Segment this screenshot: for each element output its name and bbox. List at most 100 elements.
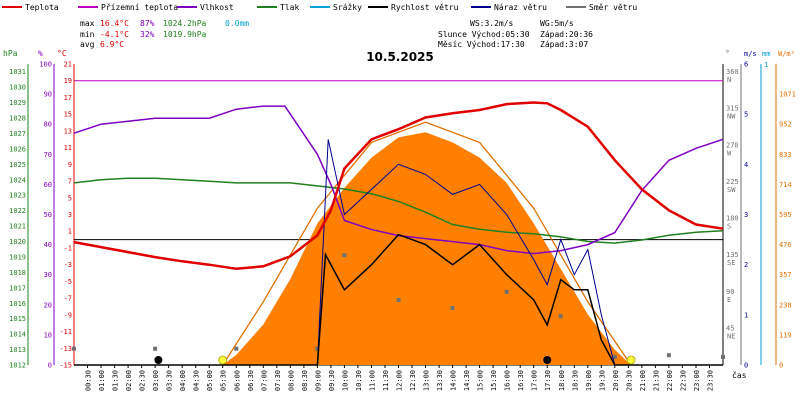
pressure-tick-label: 1012 [9, 362, 26, 370]
time-tick-label: 10:00 [341, 370, 349, 391]
time-tick-label: 14:00 [450, 370, 458, 391]
solar-tick-label: 952 [779, 121, 792, 129]
direction-tick-degrees: 135 [726, 251, 739, 259]
time-tick-label: 23:30 [707, 370, 715, 391]
humidity-line [73, 105, 724, 255]
humidity-tick-label: 20 [44, 301, 52, 309]
time-tick-label: 18:00 [558, 370, 566, 391]
temperature-tick-label: 5 [68, 194, 72, 202]
time-tick-label: 02:30 [139, 370, 147, 391]
direction-tick-degrees: 225 [726, 178, 739, 186]
time-tick-label: 15:00 [477, 370, 485, 391]
unit-ms: m/s [744, 50, 757, 58]
time-tick-label: 05:30 [220, 370, 228, 391]
info-wind-speed: WS:3.2m/s [470, 19, 514, 28]
legend-humidity: Vlhkost [200, 3, 234, 12]
legend-wind-speed: Rychlost větru [391, 3, 459, 12]
stats-min-label: min [80, 30, 95, 39]
wind-direction-point [153, 346, 158, 351]
humidity-tick-label: 40 [44, 241, 52, 249]
pressure-line [73, 177, 724, 244]
pressure-tick-label: 1023 [9, 192, 26, 200]
solar-tick-label: 357 [779, 271, 792, 279]
time-tick-label: 12:00 [396, 370, 404, 391]
time-tick-label: 22:00 [666, 370, 674, 391]
pressure-tick-label: 1021 [9, 223, 26, 231]
time-tick-label: 19:30 [598, 370, 606, 391]
solar-tick-label: 119 [779, 331, 792, 339]
unit-hpa: hPa [3, 49, 18, 58]
humidity-tick-label: 90 [44, 91, 52, 99]
time-tick-label: 04:30 [193, 370, 201, 391]
direction-tick-degrees: 315 [726, 105, 739, 113]
wind-speed-line [74, 233, 723, 366]
wind-speed-tick-label: 0 [744, 362, 748, 370]
sun-moon-markers [154, 355, 636, 365]
unit-degrees: ° [725, 49, 730, 58]
info-wind-gust: WG:5m/s [540, 19, 574, 28]
time-tick-label: 18:30 [571, 370, 579, 391]
time-tick-label: 03:30 [166, 370, 174, 391]
wind-direction-point [342, 253, 347, 258]
time-tick-label: 12:30 [409, 370, 417, 391]
solar-tick-label: 238 [779, 301, 792, 309]
wind-direction-point [396, 297, 401, 302]
humidity-tick-label: 30 [44, 271, 52, 279]
humidity-tick-label: 70 [44, 151, 52, 159]
pressure-tick-label: 1014 [9, 331, 26, 339]
time-tick-label: 22:30 [679, 370, 687, 391]
time-tick-label: 20:00 [612, 370, 620, 391]
info-sun-set: Západ:20:36 [540, 30, 593, 39]
solar-tick-label: 1071 [779, 91, 796, 99]
stats-max-temp: 16.4°C [100, 19, 129, 28]
legend-wind-gust: Náraz větru [494, 3, 547, 12]
legend-ground-temperature: Přízemní teplota [101, 3, 178, 12]
temperature-tick-label: -11 [59, 328, 72, 336]
wind-direction-point [72, 346, 76, 351]
wind-direction-point [721, 354, 725, 359]
unit-percent: % [38, 49, 43, 58]
wind-speed-tick-label: 1 [744, 311, 748, 319]
pressure-tick-label: 1031 [9, 68, 26, 76]
direction-tick-compass: W [727, 149, 732, 157]
stats-avg-label: avg [80, 40, 95, 49]
legend-pressure: Tlak [280, 3, 299, 12]
time-tick-label: 03:00 [152, 370, 160, 391]
temperature-tick-label: 11 [64, 144, 72, 152]
time-tick-label: 07:00 [260, 370, 268, 391]
pressure-tick-label: 1017 [9, 284, 26, 292]
info-moon-rise: Měsíc Východ:17:30 [438, 40, 525, 49]
legend-rain: Srážky [333, 3, 362, 12]
wind-direction-point [234, 346, 239, 351]
info-moon-set: Západ:3:07 [540, 40, 588, 49]
pressure-tick-label: 1024 [9, 176, 26, 184]
pressure-tick-label: 1016 [9, 300, 26, 308]
pressure-tick-label: 1030 [9, 84, 26, 92]
unit-time: čas [732, 370, 747, 380]
temperature-tick-label: 19 [64, 77, 72, 85]
time-tick-label: 13:00 [423, 370, 431, 391]
pressure-tick-label: 1025 [9, 161, 26, 169]
stats-min-pressure: 1019.9hPa [163, 30, 207, 39]
stats-avg-temp: 6.9°C [100, 40, 124, 49]
pressure-tick-label: 1026 [9, 145, 26, 153]
time-tick-label: 08:00 [287, 370, 295, 391]
chart-title: 10.5.2025 [366, 50, 434, 64]
legend-wind-direction: Směr větru [589, 3, 637, 12]
wind-speed-tick-label: 6 [744, 61, 748, 69]
time-tick-label: 14:30 [463, 370, 471, 391]
temperature-tick-label: 9 [68, 161, 72, 169]
direction-tick-compass: E [727, 296, 731, 304]
time-tick-label: 01:30 [112, 370, 120, 391]
stats-max-rain: 0.0mm [225, 19, 249, 28]
data-series [72, 80, 725, 366]
temperature-tick-label: 15 [64, 111, 72, 119]
stats-max-label: max [80, 19, 95, 28]
direction-tick-degrees: 45 [726, 324, 734, 332]
legend-temperature: Teplota [25, 3, 59, 12]
wind-direction-point [558, 314, 563, 319]
direction-tick-compass: NE [727, 332, 735, 340]
axis-units: hPa % °C ° m/s mm W/m² čas [3, 49, 795, 380]
temperature-tick-label: 3 [68, 211, 72, 219]
